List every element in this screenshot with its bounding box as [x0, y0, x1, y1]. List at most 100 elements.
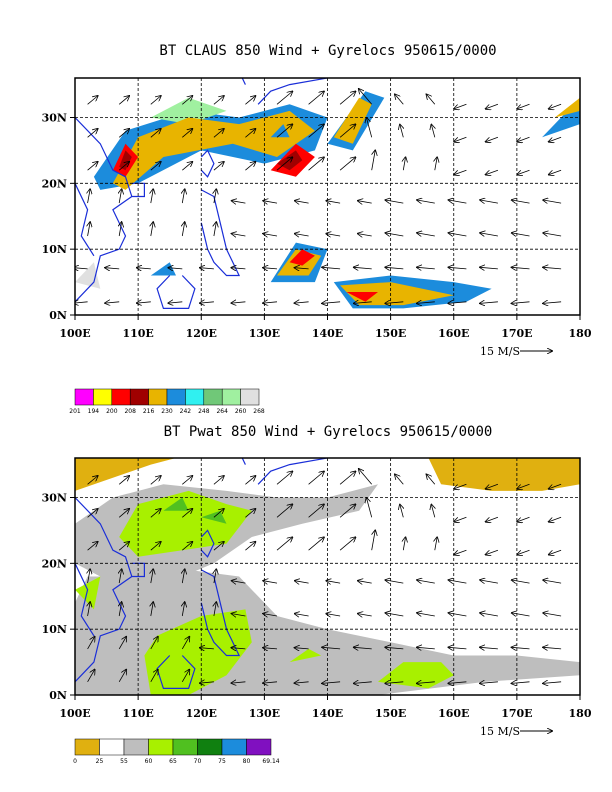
wind-vector [322, 682, 341, 684]
wind-vector [276, 124, 292, 138]
x-tick-label: 100E [59, 327, 90, 340]
panel-1-vector-reference: 15 M/S [480, 345, 520, 358]
wind-vector [385, 302, 404, 304]
x-tick-label: 170E [501, 327, 532, 340]
wind-vector [427, 94, 436, 105]
x-tick-label: 150E [375, 707, 406, 720]
region-1 [428, 458, 580, 491]
wind-vector [543, 200, 562, 203]
colorbar-label: 230 [161, 408, 173, 415]
wind-vector [87, 670, 95, 683]
wind-vector [87, 637, 95, 650]
wind-vector [151, 189, 153, 204]
wind-vector [308, 504, 324, 518]
wind-vector [358, 581, 372, 583]
wind-vector [454, 516, 467, 521]
colorbar-swatch [221, 388, 241, 406]
wind-vector [385, 267, 404, 269]
wind-vector [214, 569, 216, 584]
wind-vector [151, 222, 153, 237]
colorbar-label: 80 [243, 758, 251, 765]
wind-vector [263, 234, 278, 236]
wind-vector [517, 169, 530, 174]
wind-vector [245, 542, 255, 551]
wind-vector [480, 200, 498, 203]
region-18 [270, 124, 290, 138]
wind-vector [245, 476, 255, 485]
wind-vector [87, 162, 98, 171]
wind-vector [454, 103, 467, 109]
region-0 [75, 458, 176, 491]
wind-vector [339, 124, 355, 138]
wind-vector [308, 124, 324, 138]
wind-vector [168, 302, 183, 303]
wind-vector [295, 581, 309, 583]
wind-vector [232, 682, 246, 683]
wind-vector [449, 233, 467, 236]
wind-vector [454, 483, 467, 489]
wind-vector [88, 602, 91, 617]
colorbar-label: 0 [73, 758, 77, 765]
colorbar-label: 75 [218, 758, 226, 765]
panel-1-x-ticks: 100E 110E 120E 130E 140E 150E 160E 170E 180 [59, 315, 592, 340]
wind-vector [308, 92, 324, 105]
wind-vector [512, 682, 530, 684]
coastline-5 [156, 275, 196, 309]
wind-vector [359, 89, 373, 105]
y-tick-label: 0N [49, 689, 67, 702]
wind-vector [385, 682, 404, 684]
wind-vector [105, 268, 120, 269]
colorbar-swatch [221, 738, 247, 756]
wind-vector [150, 637, 158, 650]
wind-vector [322, 647, 341, 649]
wind-vector [150, 476, 161, 485]
wind-vector [486, 169, 499, 174]
wind-vector [276, 92, 292, 105]
wind-vector [118, 509, 129, 518]
x-tick-label: 180 [569, 707, 592, 720]
y-tick-label: 0N [49, 309, 67, 322]
wind-vector [118, 637, 126, 650]
wind-vector [213, 509, 224, 518]
x-tick-label: 150E [375, 327, 406, 340]
wind-vector [386, 200, 404, 203]
wind-vector [232, 302, 246, 303]
wind-vector [150, 542, 161, 551]
wind-vector [151, 569, 153, 584]
colorbar-swatch [93, 388, 113, 406]
wind-vector [367, 498, 373, 518]
wind-vector [454, 169, 467, 174]
wind-vector [87, 96, 98, 105]
colorbar-label: 208 [124, 408, 136, 415]
panel-2-x-ticks: 100E 110E 120E 130E 140E 150E 160E 170E 180 [59, 695, 592, 720]
x-tick-label: 140E [312, 327, 343, 340]
wind-vector [322, 267, 341, 269]
wind-vector [367, 118, 373, 138]
wind-vector [232, 581, 246, 583]
panel-1-title: BT CLAUS 850 Wind + Gyrelocs 950615/0000 [159, 43, 496, 59]
wind-vector [339, 537, 355, 551]
coastline-1 [75, 563, 95, 637]
colorbar-swatch [99, 738, 125, 756]
wind-vector [276, 504, 292, 518]
x-tick-label: 110E [122, 327, 153, 340]
wind-vector [87, 129, 98, 138]
colorbar-swatch [123, 738, 149, 756]
colorbar-label: 194 [88, 408, 100, 415]
coastline-6 [257, 78, 329, 105]
wind-vector [517, 483, 530, 489]
colorbar-label: 242 [180, 408, 192, 415]
wind-vector [119, 602, 121, 617]
wind-vector [263, 682, 278, 683]
colorbar-swatch [129, 388, 149, 406]
panel-2-coastline [75, 458, 329, 690]
colorbar-label: 201 [69, 408, 81, 415]
wind-vector [435, 537, 437, 551]
wind-vector [512, 613, 530, 616]
wind-vector [449, 580, 467, 583]
coastline-6 [257, 458, 329, 485]
wind-vector [427, 474, 436, 485]
panel-2-title: BT Pwat 850 Wind + Gyrelocs 950615/0000 [164, 424, 493, 440]
colorbar-swatch [166, 388, 186, 406]
wind-vector [308, 537, 324, 551]
